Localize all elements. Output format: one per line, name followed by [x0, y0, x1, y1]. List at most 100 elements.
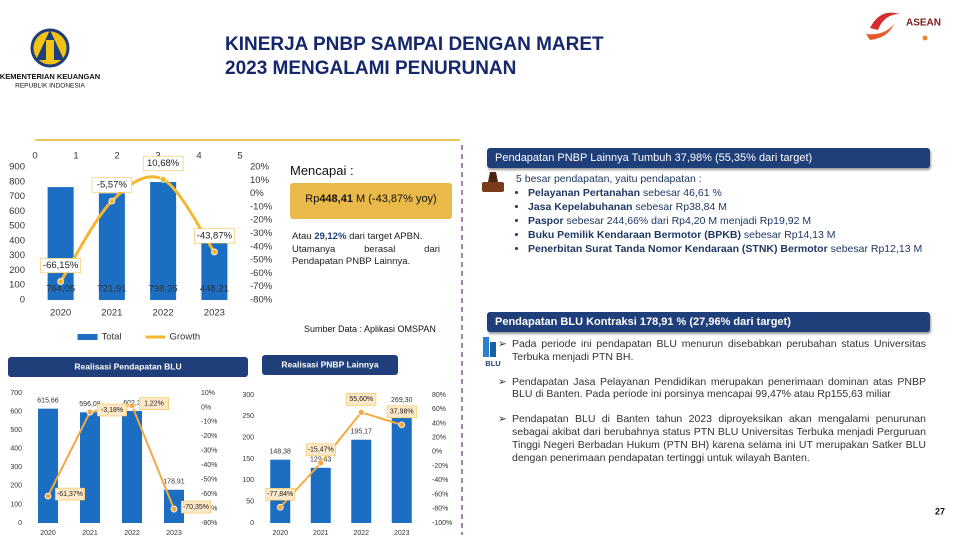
y2-tick-label: 10% — [201, 390, 215, 397]
y-tick-label: 600 — [9, 206, 25, 217]
amount-box — [290, 183, 452, 219]
bar — [80, 412, 100, 523]
y-tick-label: 300 — [9, 250, 25, 261]
note-text: Atau — [292, 231, 312, 242]
growth-label: -5,57% — [97, 180, 128, 191]
x-tick-label: 2021 — [82, 530, 98, 537]
growth-point — [159, 175, 167, 183]
item-detail: sebesar Rp38,84 M — [635, 201, 728, 213]
y2-tick-label: -50% — [250, 255, 273, 266]
y2-tick-label: 0% — [250, 188, 264, 199]
title-line: 2023 MENGALAMI PENURUNAN — [225, 58, 517, 79]
bar-value-label: 615,66 — [37, 398, 59, 405]
bar — [391, 408, 412, 523]
growth-label: 55,60% — [349, 396, 373, 403]
growth-label-box — [142, 155, 184, 171]
y-tick-label: 0 — [250, 520, 254, 527]
item-name: Penerbitan Surat Tanda Nomor Kendaraan (… — [528, 243, 828, 255]
y2-tick-label: -40% — [201, 462, 217, 469]
top-income-list: 5 besar pendapatan, yaitu pendapatan : P… — [516, 172, 926, 256]
item-name: Buku Pemilik Kendaraan Bermotor (BPKB) — [528, 229, 741, 241]
bar-value-label: 148,38 — [270, 449, 292, 456]
asean-logo — [866, 12, 928, 41]
y2-tick-label: 20% — [432, 435, 446, 442]
growth-label-box — [194, 228, 235, 244]
amount: Rp448,41 M (-43,87% yoy) — [290, 193, 452, 205]
note-text: dari target APBN. — [349, 231, 423, 242]
item-name: Paspor — [528, 215, 564, 227]
growth-point — [170, 505, 178, 513]
y2-tick-label: -100% — [432, 520, 452, 527]
growth-label: 10,68% — [147, 158, 180, 169]
y-tick-label: 200 — [242, 435, 254, 442]
y2-tick-label: -20% — [432, 463, 448, 470]
y2-tick-label: 40% — [432, 420, 446, 427]
y2-tick-label: -20% — [201, 433, 217, 440]
growth-label: -43,87% — [197, 230, 233, 241]
y2-tick-label: -80% — [250, 295, 273, 306]
growth-point — [398, 421, 406, 429]
legend-label: Total — [102, 332, 122, 343]
title-line: KINERJA PNBP SAMPAI DENGAN MARET — [225, 34, 604, 55]
amount-prefix: Rp — [305, 193, 320, 205]
blu-icon-label: BLU — [485, 359, 500, 368]
x2-tick-label: 1 — [73, 151, 78, 162]
legend-swatch — [77, 334, 98, 340]
x-tick-label: 2021 — [101, 308, 122, 319]
list-intro: 5 besar pendapatan, yaitu pendapatan : — [516, 173, 702, 185]
y-tick-label: 100 — [9, 280, 25, 291]
y2-tick-label: -20% — [250, 215, 273, 226]
ministry: KEMENTERIAN KEUANGAN — [0, 72, 100, 81]
y2-tick-label: -80% — [432, 506, 448, 513]
growth-label-box — [139, 397, 169, 410]
y2-tick-label: 0% — [201, 404, 211, 411]
growth-point — [210, 248, 218, 256]
x-tick-label: 2020 — [40, 530, 56, 537]
bar-value-label: 721,91 — [97, 284, 126, 295]
y2-tick-label: 0% — [432, 449, 442, 456]
point: Pada periode ini pendapatan BLU menurun … — [498, 338, 926, 364]
y-tick-label: 50 — [246, 499, 254, 506]
y2-tick-label: -60% — [201, 491, 217, 498]
growth-point — [128, 402, 136, 410]
y-tick-label: 100 — [10, 501, 22, 508]
point: Pendapatan Jasa Pelayanan Pendidikan mer… — [498, 376, 926, 402]
growth-label: -15,47% — [308, 447, 334, 454]
bar-value-label: 798,35 — [149, 284, 178, 295]
y2-tick-label: -60% — [250, 268, 273, 279]
y2-tick-label: -80% — [201, 520, 217, 527]
y-tick-label: 800 — [9, 176, 25, 187]
growth-point — [44, 492, 52, 500]
list-item: Pelayanan Pertanahan sebesar 46,61 % — [528, 186, 926, 200]
item-detail: sebesar Rp14,13 M — [743, 229, 836, 241]
list-item: Buku Pemilik Kendaraan Bermotor (BPKB) s… — [528, 228, 926, 242]
section-heading: Pendapatan PNBP Lainnya Tumbuh 37,98% (5… — [487, 148, 930, 168]
item-name: Jasa Kepelabuhanan — [528, 201, 633, 213]
growth-point — [276, 503, 284, 511]
chart-title: Realisasi PNBP Lainnya — [281, 359, 378, 369]
x-tick-label: 2022 — [124, 530, 140, 537]
note-value: 29,12% — [314, 231, 347, 242]
growth-label-box — [55, 487, 85, 501]
growth-point — [357, 408, 365, 416]
y-tick-label: 0 — [20, 295, 25, 306]
legend-label: Growth — [170, 332, 201, 343]
bar-value-label: 269,30 — [391, 397, 413, 404]
list-item: Paspor sebesar 244,66% dari Rp4,20 M men… — [528, 214, 926, 228]
bar — [310, 467, 331, 523]
growth-label-box — [181, 500, 211, 514]
y2-tick-label: -40% — [432, 477, 448, 484]
source: Sumber Data : Aplikasi OMSPAN — [304, 324, 436, 334]
x2-tick-label: 4 — [196, 151, 201, 162]
y2-tick-label: -70% — [250, 281, 273, 292]
amount-suffix: M (-43,87% yoy) — [356, 193, 437, 205]
y-tick-label: 100 — [242, 477, 254, 484]
growth-line — [279, 411, 403, 508]
growth-label-box — [40, 258, 81, 274]
bar — [201, 233, 228, 300]
y2-tick-label: -60% — [432, 491, 448, 498]
y-tick-label: 500 — [9, 221, 25, 232]
growth-point — [57, 278, 65, 285]
y-tick-label: 700 — [9, 191, 25, 202]
